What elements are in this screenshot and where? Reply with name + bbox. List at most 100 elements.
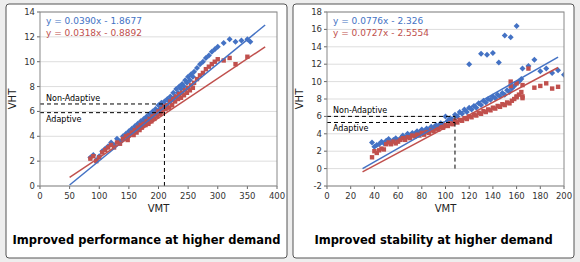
equation-label: y = 0.0318x - 0.8892: [46, 28, 142, 38]
y-axis-label: VHT: [294, 88, 305, 109]
tick-label: 200: [556, 191, 572, 201]
tick-label: 20: [345, 191, 356, 201]
point: [519, 90, 523, 94]
tick-label: 14: [311, 42, 322, 52]
tick-label: 2: [30, 156, 35, 166]
tick-label: 350: [239, 191, 255, 201]
reference-line: [454, 116, 455, 168]
reference-label: Non-Adaptive: [46, 94, 100, 103]
tick-label: 4: [30, 131, 35, 141]
tick-label: 400: [269, 191, 285, 201]
point: [221, 40, 227, 46]
tick-label: 60: [393, 191, 404, 201]
point: [544, 81, 548, 85]
tick-label: 180: [532, 191, 548, 201]
point: [484, 52, 490, 58]
tick-label: 0: [30, 181, 35, 191]
grid-line: [327, 99, 564, 100]
point: [538, 84, 542, 88]
panel: -202468101214161802040608010012014016018…: [293, 4, 574, 258]
tick-label: 250: [180, 191, 196, 201]
x-axis-label: VMT: [435, 203, 457, 214]
grid-line: [40, 161, 277, 162]
point: [532, 85, 536, 89]
plot-frame: [327, 12, 564, 186]
chart-title: Improved stability at higher demand: [314, 233, 552, 247]
point: [520, 94, 524, 98]
y-axis-label: VHT: [7, 88, 18, 109]
reference-label: Adaptive: [333, 124, 368, 133]
point: [466, 61, 472, 67]
reference-label: Adaptive: [46, 115, 81, 124]
point: [382, 147, 386, 151]
tick-label: 100: [437, 191, 453, 201]
tick-label: 12: [24, 32, 35, 42]
point: [216, 57, 220, 61]
grid-line: [327, 81, 564, 82]
panel: 02468101214050100150200250300350400y = 0…: [6, 4, 287, 258]
tick-label: 160: [508, 191, 524, 201]
tick-label: 0: [37, 191, 42, 201]
reference-line: [327, 122, 455, 123]
reference-line: [327, 116, 455, 117]
tick-label: 6: [317, 111, 322, 121]
equation-label: y = 0.0727x - 2.5554: [333, 28, 429, 38]
trend-line: [70, 47, 266, 177]
tick-label: 140: [485, 191, 501, 201]
grid-line: [327, 46, 564, 47]
point: [370, 155, 374, 159]
reference-line: [40, 103, 164, 104]
tick-label: 16: [311, 24, 322, 34]
tick-label: 120: [461, 191, 477, 201]
point: [90, 152, 96, 158]
tick-label: 8: [317, 94, 322, 104]
trend-line: [363, 67, 559, 171]
point: [520, 66, 526, 72]
point: [215, 44, 221, 50]
tick-label: 8: [30, 82, 35, 92]
grid-line: [40, 136, 277, 137]
reference-line: [40, 112, 164, 113]
point: [514, 23, 520, 29]
plot-frame: [40, 12, 277, 186]
tick-label: 10: [311, 77, 322, 87]
equation-label: y = 0.0390x - 1.8677: [46, 16, 142, 26]
point: [508, 34, 514, 40]
point: [478, 51, 484, 57]
tick-label: 200: [150, 191, 166, 201]
trend-line: [70, 25, 266, 185]
equation-label: y = 0.0776x - 2.326: [333, 16, 423, 26]
reference-line: [164, 104, 165, 186]
panel-border: [293, 4, 574, 258]
point: [514, 95, 518, 99]
tick-label: -2: [314, 181, 322, 191]
tick-label: 14: [24, 7, 35, 17]
plot-marks: [327, 23, 564, 172]
tick-label: 10: [24, 57, 35, 67]
tick-label: 50: [64, 191, 75, 201]
panel-border: [6, 4, 287, 258]
tick-label: 18: [311, 7, 322, 17]
tick-label: 100: [91, 191, 107, 201]
point: [531, 57, 537, 63]
point: [91, 154, 95, 158]
tick-label: 0: [324, 191, 329, 201]
tick-label: 12: [311, 59, 322, 69]
point: [550, 86, 554, 90]
trend-line: [363, 57, 559, 168]
point: [227, 36, 233, 42]
point: [502, 32, 508, 38]
grid-line: [327, 151, 564, 152]
tick-label: 40: [369, 191, 380, 201]
point: [490, 50, 496, 56]
reference-label: Non-Adaptive: [333, 106, 387, 115]
x-axis-label: VMT: [148, 203, 170, 214]
point: [543, 66, 549, 72]
tick-label: 2: [317, 146, 322, 156]
tick-label: 0: [317, 164, 322, 174]
point: [556, 85, 560, 89]
chart-title: Improved performance at higher demand: [13, 233, 281, 247]
tick-label: 4: [317, 129, 322, 139]
tick-label: 150: [121, 191, 137, 201]
point: [526, 66, 530, 70]
